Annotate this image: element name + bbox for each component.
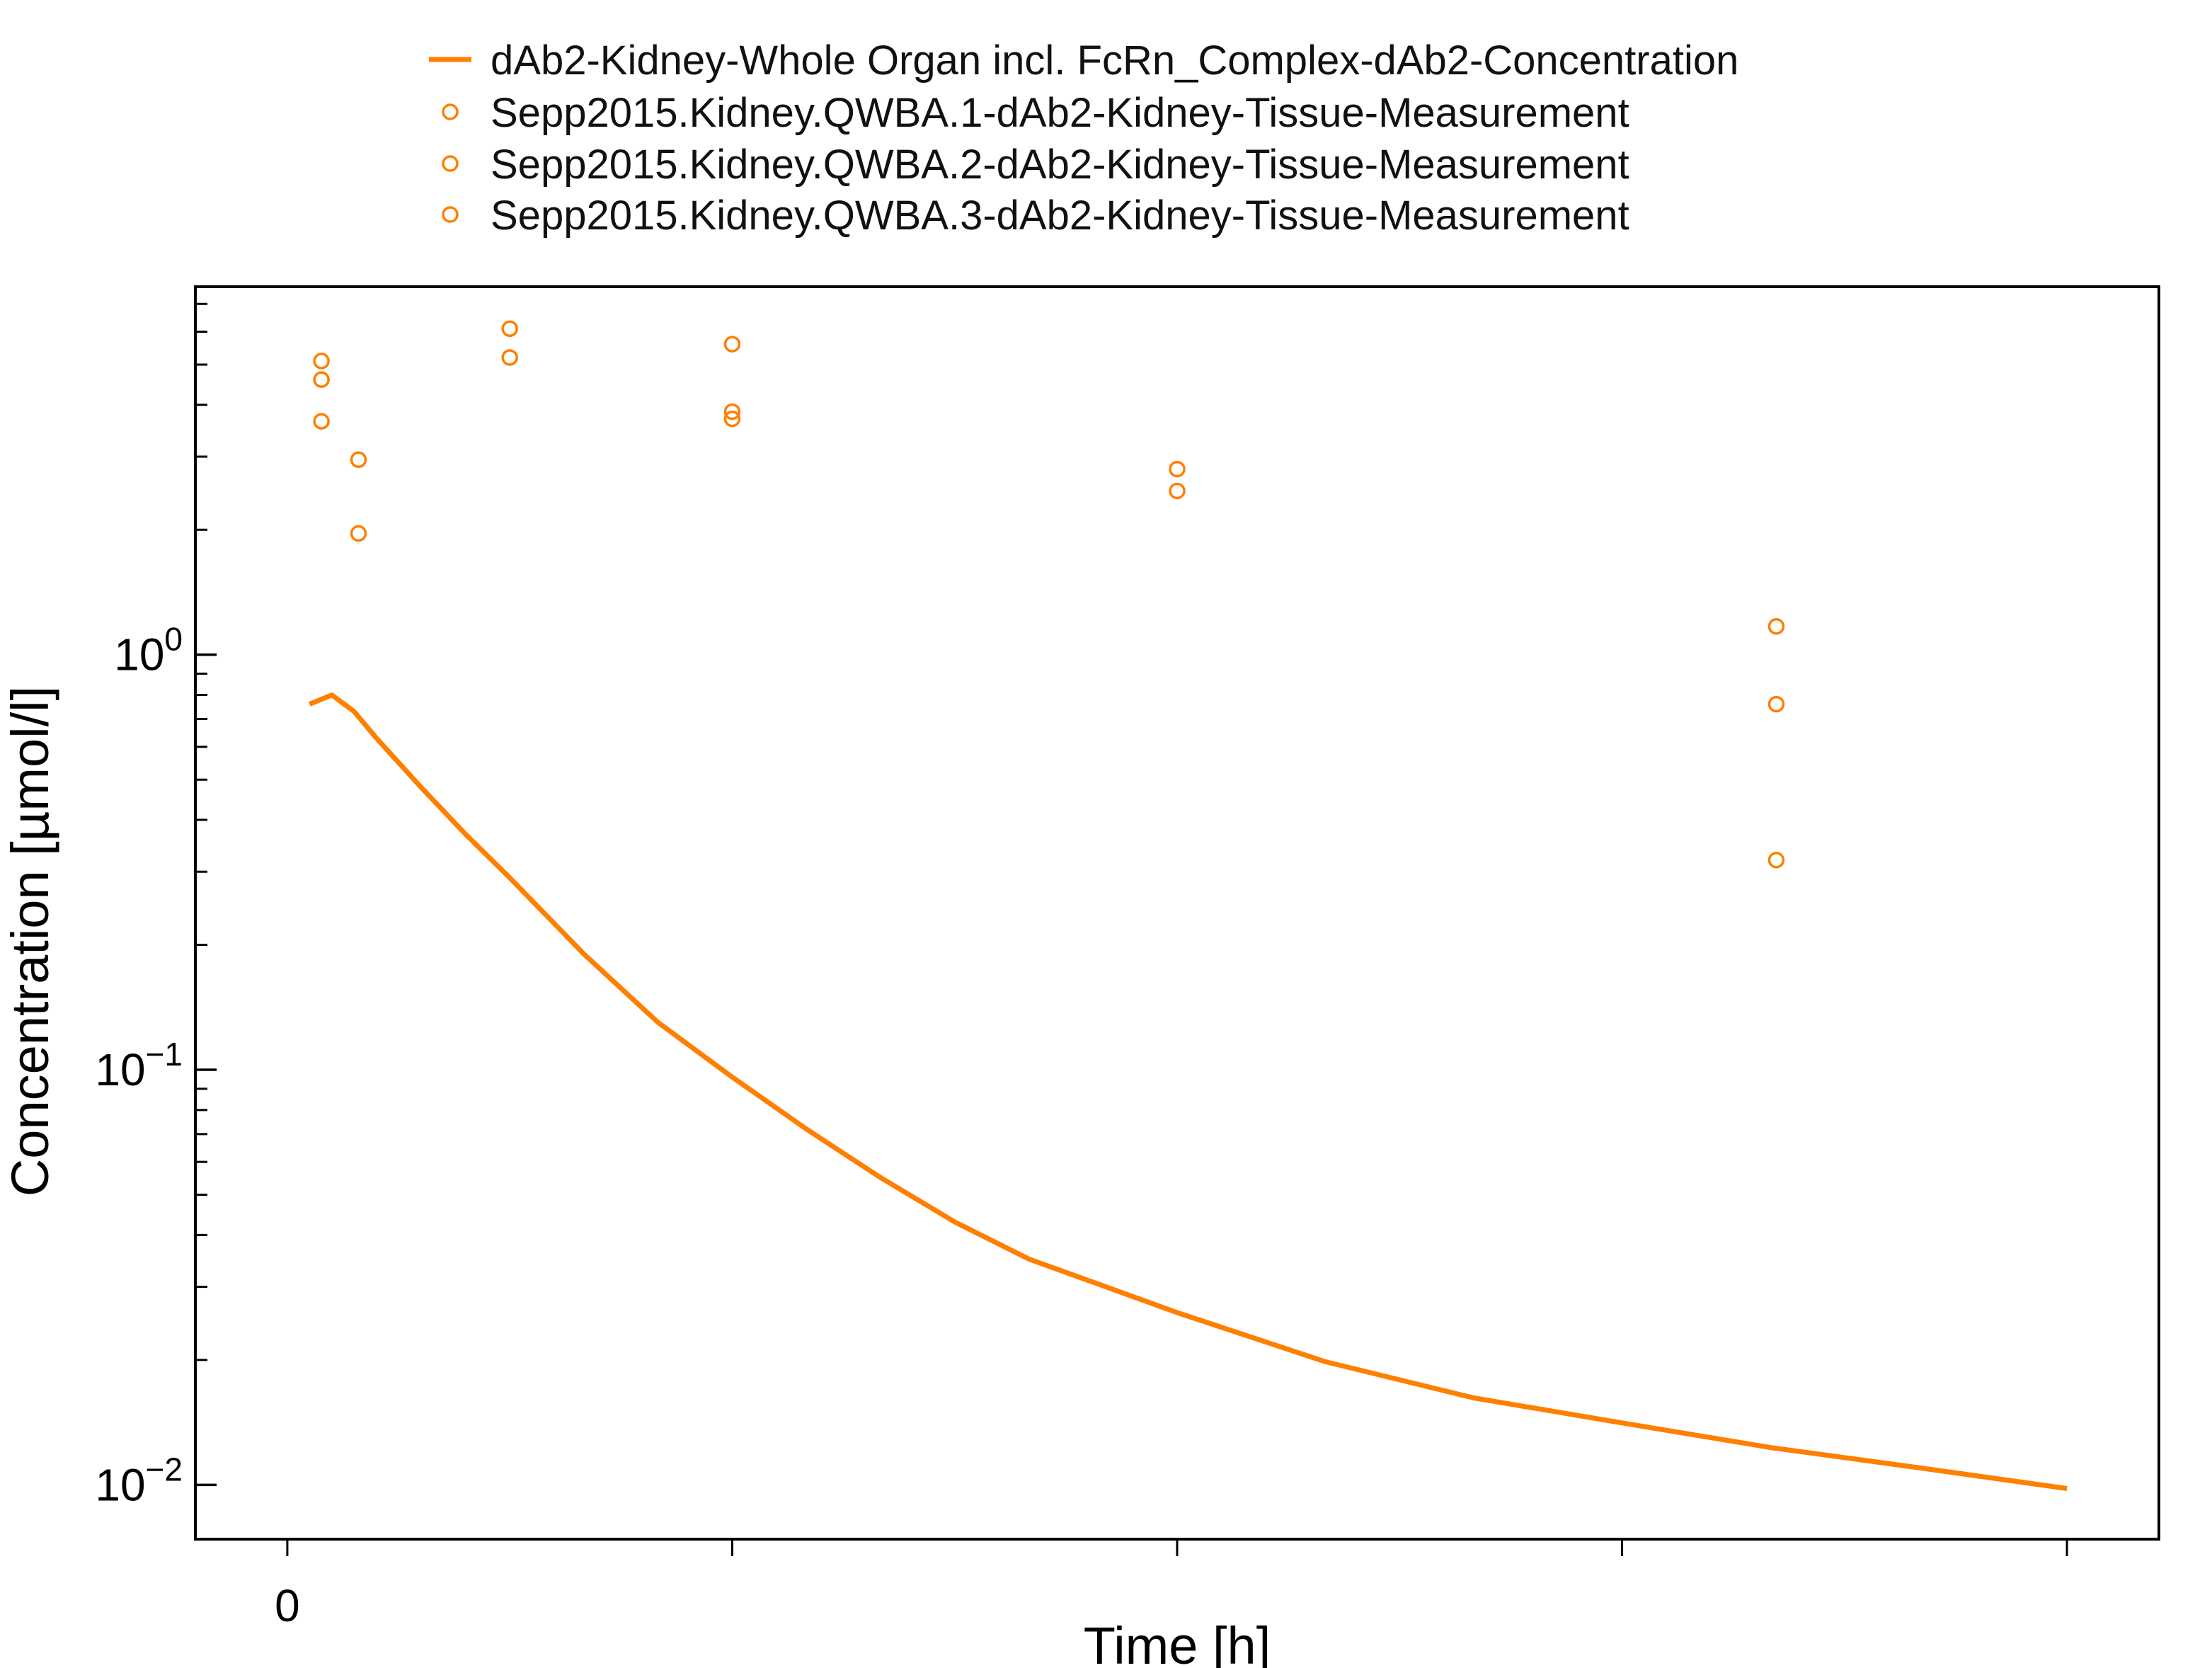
data-point-series-3 xyxy=(313,413,330,430)
series-layer xyxy=(308,320,2068,1491)
data-point-series-1 xyxy=(501,320,518,338)
data-point-series-2 xyxy=(1169,482,1186,500)
data-point-series-1 xyxy=(723,336,741,353)
legend-label: dAb2-Kidney-Whole Organ incl. FcRn_Compl… xyxy=(491,38,1738,84)
legend-marker-swatch xyxy=(442,155,459,172)
legend-marker-swatch xyxy=(442,206,459,223)
legend-label: Sepp2015.Kidney.QWBA.1-dAb2-Kidney-Tissu… xyxy=(491,90,1629,136)
series-line-0 xyxy=(308,692,2068,1491)
x-tick-label: 0 xyxy=(275,1580,300,1631)
y-tick-label: 10−1 xyxy=(95,1036,183,1095)
legend-marker-swatch xyxy=(442,103,459,120)
x-axis: 0 xyxy=(275,1539,2068,1631)
data-point-series-1 xyxy=(313,353,330,370)
data-point-series-1 xyxy=(1169,460,1186,478)
data-point-series-2 xyxy=(313,371,330,388)
data-point-series-1 xyxy=(350,451,367,469)
legend-label: Sepp2015.Kidney.QWBA.3-dAb2-Kidney-Tissu… xyxy=(491,193,1629,239)
legend-item-3: Sepp2015.Kidney.QWBA.3-dAb2-Kidney-Tissu… xyxy=(442,193,1629,239)
data-point-series-3 xyxy=(1767,852,1785,869)
legend-item-2: Sepp2015.Kidney.QWBA.2-dAb2-Kidney-Tissu… xyxy=(442,142,1629,188)
data-point-series-2 xyxy=(350,525,367,542)
y-tick-label: 100 xyxy=(114,621,183,680)
y-tick-label: 10−2 xyxy=(95,1451,183,1510)
data-point-series-3 xyxy=(723,410,741,428)
legend: dAb2-Kidney-Whole Organ incl. FcRn_Compl… xyxy=(429,38,1738,239)
y-axis: 100 10−1 10−2 xyxy=(95,302,217,1510)
x-axis-title: Time [h] xyxy=(1084,1616,1271,1668)
data-point-series-2 xyxy=(501,349,518,366)
data-point-series-2 xyxy=(723,403,741,421)
legend-item-1: Sepp2015.Kidney.QWBA.1-dAb2-Kidney-Tissu… xyxy=(442,90,1629,136)
data-point-series-2 xyxy=(1767,695,1785,713)
legend-item-0: dAb2-Kidney-Whole Organ incl. FcRn_Compl… xyxy=(429,38,1738,84)
data-point-series-1 xyxy=(1767,618,1785,635)
plot-frame xyxy=(194,285,2160,1541)
y-axis-title: Concentration [µmol/l] xyxy=(1,686,59,1196)
legend-label: Sepp2015.Kidney.QWBA.2-dAb2-Kidney-Tissu… xyxy=(491,142,1629,188)
